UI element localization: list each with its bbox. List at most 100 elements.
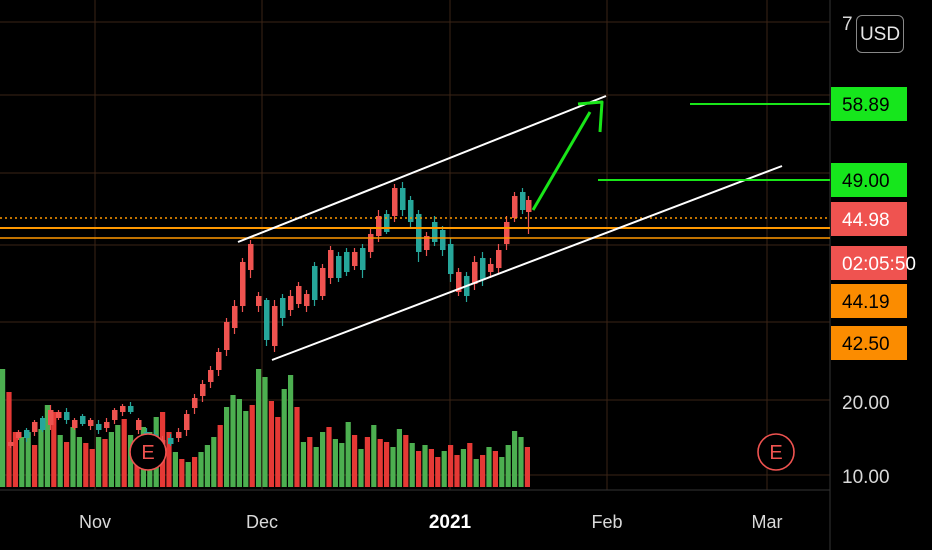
- candle-body: [312, 266, 318, 300]
- volume-bar: [121, 419, 127, 487]
- volume-bar: [505, 445, 511, 487]
- volume-bar: [345, 422, 351, 487]
- candle-body: [136, 420, 142, 430]
- volume-bar: [454, 455, 460, 487]
- volume-bar: [428, 449, 434, 487]
- volume-bar: [275, 417, 281, 487]
- volume-bar: [441, 451, 447, 487]
- volume-bar: [192, 457, 198, 487]
- candle-body: [216, 352, 222, 370]
- volume-bar: [320, 432, 326, 487]
- volume-bar: [0, 369, 6, 487]
- candle-body: [16, 432, 22, 438]
- candle-body: [384, 214, 390, 232]
- candle-body: [272, 306, 278, 346]
- price-tag-label: 44.98: [842, 210, 890, 231]
- time-axis: Nov Dec 2021 Feb Mar: [79, 512, 783, 533]
- volume-bar: [326, 427, 332, 487]
- volume-bar: [83, 443, 89, 487]
- candle-body: [8, 442, 14, 446]
- volume-bar: [492, 451, 498, 487]
- volume-bar: [288, 375, 294, 487]
- volume-bar: [211, 437, 217, 487]
- candle-body: [512, 196, 518, 218]
- volume-bar: [64, 442, 70, 487]
- price-tag: [831, 246, 907, 280]
- candle-body: [416, 214, 422, 252]
- volume-bar: [115, 425, 121, 487]
- earnings-marker-circle: [129, 433, 167, 471]
- currency-button[interactable]: USD: [856, 15, 904, 53]
- candle-body: [288, 296, 294, 310]
- volume-bar: [358, 449, 364, 487]
- volume-bar: [32, 445, 38, 487]
- volume-bar: [236, 399, 242, 487]
- volume-bar: [371, 425, 377, 487]
- volume-bar: [96, 437, 102, 487]
- price-tag: [831, 87, 907, 121]
- y-tick-label: 10.00: [842, 467, 890, 488]
- candle-body: [488, 264, 494, 272]
- x-tick-label: Mar: [752, 512, 783, 532]
- candle-body: [344, 252, 350, 272]
- volume-bar: [409, 443, 415, 487]
- candle-body: [200, 384, 206, 396]
- volume-bar: [128, 435, 134, 487]
- target-arrow: [531, 111, 592, 211]
- candle-body: [96, 424, 102, 430]
- volume-bar: [364, 437, 370, 487]
- price-tag-label: 49.00: [842, 171, 890, 192]
- volume-bar: [499, 457, 505, 487]
- volume-bar: [377, 439, 383, 487]
- volume-bar: [384, 442, 390, 487]
- volume-bar: [108, 432, 114, 487]
- candle-body: [184, 414, 190, 430]
- volume-bar: [51, 412, 57, 487]
- volume-bar: [403, 435, 409, 487]
- candle-body: [256, 296, 262, 306]
- candle-body: [472, 262, 478, 284]
- volume-bar: [467, 443, 473, 487]
- candle-body: [440, 230, 446, 250]
- volume-bar: [300, 442, 306, 487]
- target-arrow-head: [577, 100, 604, 133]
- candle-body: [72, 420, 78, 428]
- y-tick-label-top: 7: [842, 14, 853, 35]
- volume-bar: [332, 439, 338, 487]
- volume-bar: [396, 429, 402, 487]
- candle-body: [264, 300, 270, 340]
- candle-body: [224, 322, 230, 350]
- volume-bar: [339, 443, 345, 487]
- candle-body: [400, 188, 406, 210]
- price-tag: [831, 202, 907, 236]
- volume-bar: [249, 405, 255, 487]
- candle-body: [448, 244, 454, 274]
- volume-bar: [486, 447, 492, 487]
- volume-bar: [281, 389, 287, 487]
- price-tag: [831, 163, 907, 197]
- volume-bar: [262, 377, 268, 487]
- candle-body: [408, 200, 414, 222]
- volume-bar: [256, 369, 262, 487]
- candle-body: [496, 250, 502, 268]
- price-tag-label: 44.19: [842, 292, 890, 313]
- candle-body: [480, 258, 486, 280]
- price-tag-label: 58.89: [842, 95, 890, 116]
- volume-bar: [416, 451, 422, 487]
- volume-bar: [25, 432, 31, 487]
- volume-bar: [70, 427, 76, 487]
- volume-bar: [512, 431, 518, 487]
- price-tag-label: 42.50: [842, 334, 890, 355]
- candle-body: [392, 188, 398, 216]
- candle-body: [168, 438, 174, 444]
- candle-body: [64, 412, 70, 420]
- volume-bar: [57, 435, 63, 487]
- volume-bar: [230, 395, 236, 487]
- volume-bar: [524, 447, 530, 487]
- volume-bar: [102, 439, 108, 487]
- volume-bar: [185, 462, 191, 487]
- candle-body: [456, 272, 462, 292]
- volume-bar: [38, 429, 44, 487]
- price-tag: [831, 284, 907, 318]
